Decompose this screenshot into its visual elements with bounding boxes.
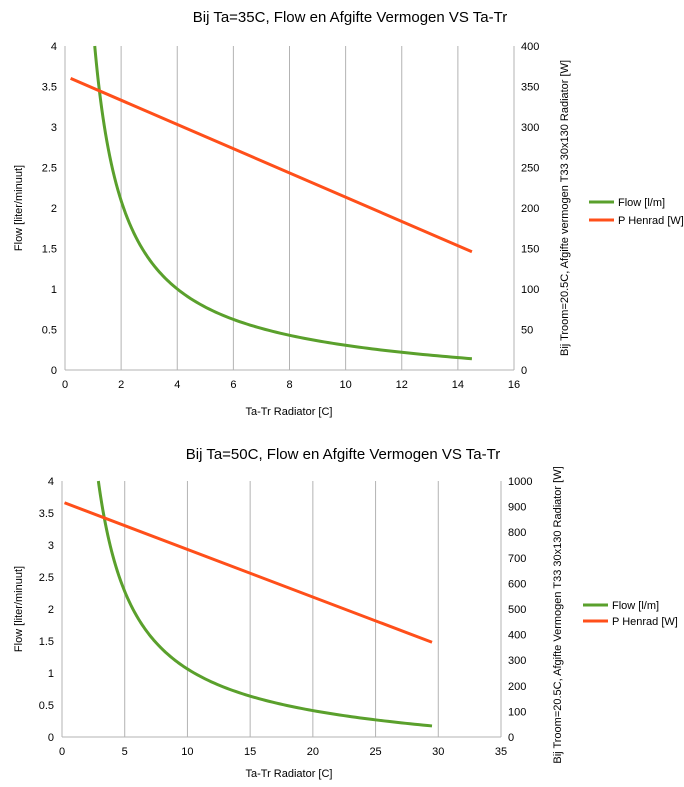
chart-1-y2-tick-labels: 0 50 100 150 200 250 300 350 400 (521, 41, 539, 377)
chart-2-y-axis-label: Flow [liter/minuut] (13, 566, 25, 652)
chart-2-series (63, 480, 433, 728)
chart-2-y-tick-label: 3 (48, 540, 54, 552)
chart-2-y-tick-label: 3.5 (39, 508, 54, 520)
chart-2-y2-tick-label: 400 (508, 630, 526, 642)
chart-2-y2-tick-label: 0 (508, 732, 514, 744)
chart-2-y-tick-label: 0 (48, 732, 54, 744)
chart-1-x-tick-label: 0 (62, 379, 68, 391)
chart-1-y2-axis-label: Bij Troom=20.5C, Afgifte vermogen T33 30… (559, 60, 571, 356)
chart-2-y2-tick-label: 300 (508, 655, 526, 667)
chart-1-x-tick-label: 8 (286, 379, 292, 391)
chart-1-y-tick-label: 1 (51, 284, 57, 296)
chart-2-series-power-line (63, 501, 433, 644)
chart-2-y-tick-labels: 0 0.5 1 1.5 2 2.5 3 3.5 4 (39, 476, 54, 744)
chart-1-legend-power: P Henrad [W] (618, 215, 684, 227)
chart-2-y-tick-label: 4 (48, 476, 54, 488)
chart-2-x-tick-label: 10 (181, 746, 193, 758)
chart-1-x-tick-labels: 0 2 4 6 8 10 12 14 16 (62, 379, 520, 391)
chart-2-legend: Flow [l/m] P Henrad [W] (583, 600, 678, 628)
chart-1-legend-flow: Flow [l/m] (618, 197, 665, 209)
chart-1-y2-tick-label: 200 (521, 203, 539, 215)
chart-1-y2-tick-label: 400 (521, 41, 539, 53)
chart-1-y-tick-label: 0 (51, 365, 57, 377)
chart-2-y-tick-label: 0.5 (39, 700, 54, 712)
chart-2-y-tick-label: 1 (48, 668, 54, 680)
chart-2-x-tick-label: 0 (59, 746, 65, 758)
chart-2-x-tick-labels: 0 5 10 15 20 25 30 35 (59, 746, 507, 758)
chart-1-x-tick-label: 12 (396, 379, 408, 391)
chart-1-y-tick-label: 3 (51, 122, 57, 134)
chart-2-x-axis-label: Ta-Tr Radiator [C] (245, 768, 332, 780)
chart-1-x-tick-label: 2 (118, 379, 124, 391)
chart-2-y2-tick-label: 100 (508, 706, 526, 718)
chart-2-y2-tick-label: 500 (508, 604, 526, 616)
chart-2-x-tick-label: 25 (369, 746, 381, 758)
chart-1-y-tick-labels: 0 0.5 1 1.5 2 2.5 3 3.5 4 (42, 41, 57, 377)
chart-1-y2-tick-label: 350 (521, 82, 539, 94)
chart-1-y2-tick-label: 300 (521, 122, 539, 134)
chart-2-y-tick-label: 2 (48, 604, 54, 616)
chart-2-x-tick-label: 20 (307, 746, 319, 758)
chart-2-y2-axis-label: Bij Troom=20.5C, Afgifte Vermogen T33 30… (552, 466, 564, 763)
chart-1-x-tick-label: 16 (508, 379, 520, 391)
chart-1-y-tick-label: 2 (51, 203, 57, 215)
chart-1-y2-tick-label: 0 (521, 365, 527, 377)
chart-2-y2-tick-label: 1000 (508, 476, 532, 488)
chart-1-series (70, 45, 473, 361)
chart-1-y-tick-label: 2.5 (42, 163, 57, 175)
chart-1-y-axis-label: Flow [liter/minuut] (13, 165, 25, 251)
chart-2-legend-flow: Flow [l/m] (612, 600, 659, 612)
chart-1-x-tick-label: 4 (174, 379, 180, 391)
chart-1-gridlines (120, 46, 459, 370)
chart-2-legend-power: P Henrad [W] (612, 616, 678, 628)
chart-1-y-tick-label: 1.5 (42, 244, 57, 256)
chart-1-series-power-line (70, 77, 473, 254)
chart-1-y-tick-label: 4 (51, 41, 57, 53)
chart-2-gridlines (124, 481, 439, 737)
chart-1-series-flow-line (93, 45, 473, 361)
chart-2-x-tick-label: 35 (495, 746, 507, 758)
chart-2-y-tick-label: 2.5 (39, 572, 54, 584)
chart-1-x-tick-label: 6 (230, 379, 236, 391)
chart-2-x-tick-label: 15 (244, 746, 256, 758)
chart-1-y-tick-label: 0.5 (42, 325, 57, 337)
chart-2-y-tick-label: 1.5 (39, 636, 54, 648)
chart-1-y2-tick-label: 100 (521, 284, 539, 296)
chart-2-title: Bij Ta=50C, Flow en Afgifte Vermogen VS … (186, 446, 500, 463)
chart-2-x-tick-label: 30 (432, 746, 444, 758)
chart-1-y2-tick-label: 250 (521, 163, 539, 175)
chart-2: Bij Ta=50C, Flow en Afgifte Vermogen VS … (13, 446, 678, 780)
chart-1: Bij Ta=35C, Flow en Afgifte Vermogen VS … (13, 9, 684, 418)
chart-1-title: Bij Ta=35C, Flow en Afgifte Vermogen VS … (193, 9, 507, 26)
chart-1-x-tick-label: 10 (340, 379, 352, 391)
chart-2-x-tick-label: 5 (122, 746, 128, 758)
chart-1-y2-tick-label: 150 (521, 244, 539, 256)
chart-2-y2-tick-label: 800 (508, 527, 526, 539)
chart-1-x-tick-label: 14 (452, 379, 464, 391)
chart-2-y2-tick-label: 600 (508, 578, 526, 590)
chart-1-legend: Flow [l/m] P Henrad [W] (589, 197, 684, 227)
chart-2-series-flow-line (96, 480, 433, 728)
chart-2-y2-tick-label: 700 (508, 553, 526, 565)
chart-2-y2-tick-labels: 0 100 200 300 400 500 600 700 800 900 1000 (508, 476, 532, 744)
chart-1-y2-tick-label: 50 (521, 325, 533, 337)
chart-1-y-tick-label: 3.5 (42, 82, 57, 94)
chart-2-y2-tick-label: 900 (508, 502, 526, 514)
chart-2-y2-tick-label: 200 (508, 681, 526, 693)
chart-1-x-axis-label: Ta-Tr Radiator [C] (245, 406, 332, 418)
